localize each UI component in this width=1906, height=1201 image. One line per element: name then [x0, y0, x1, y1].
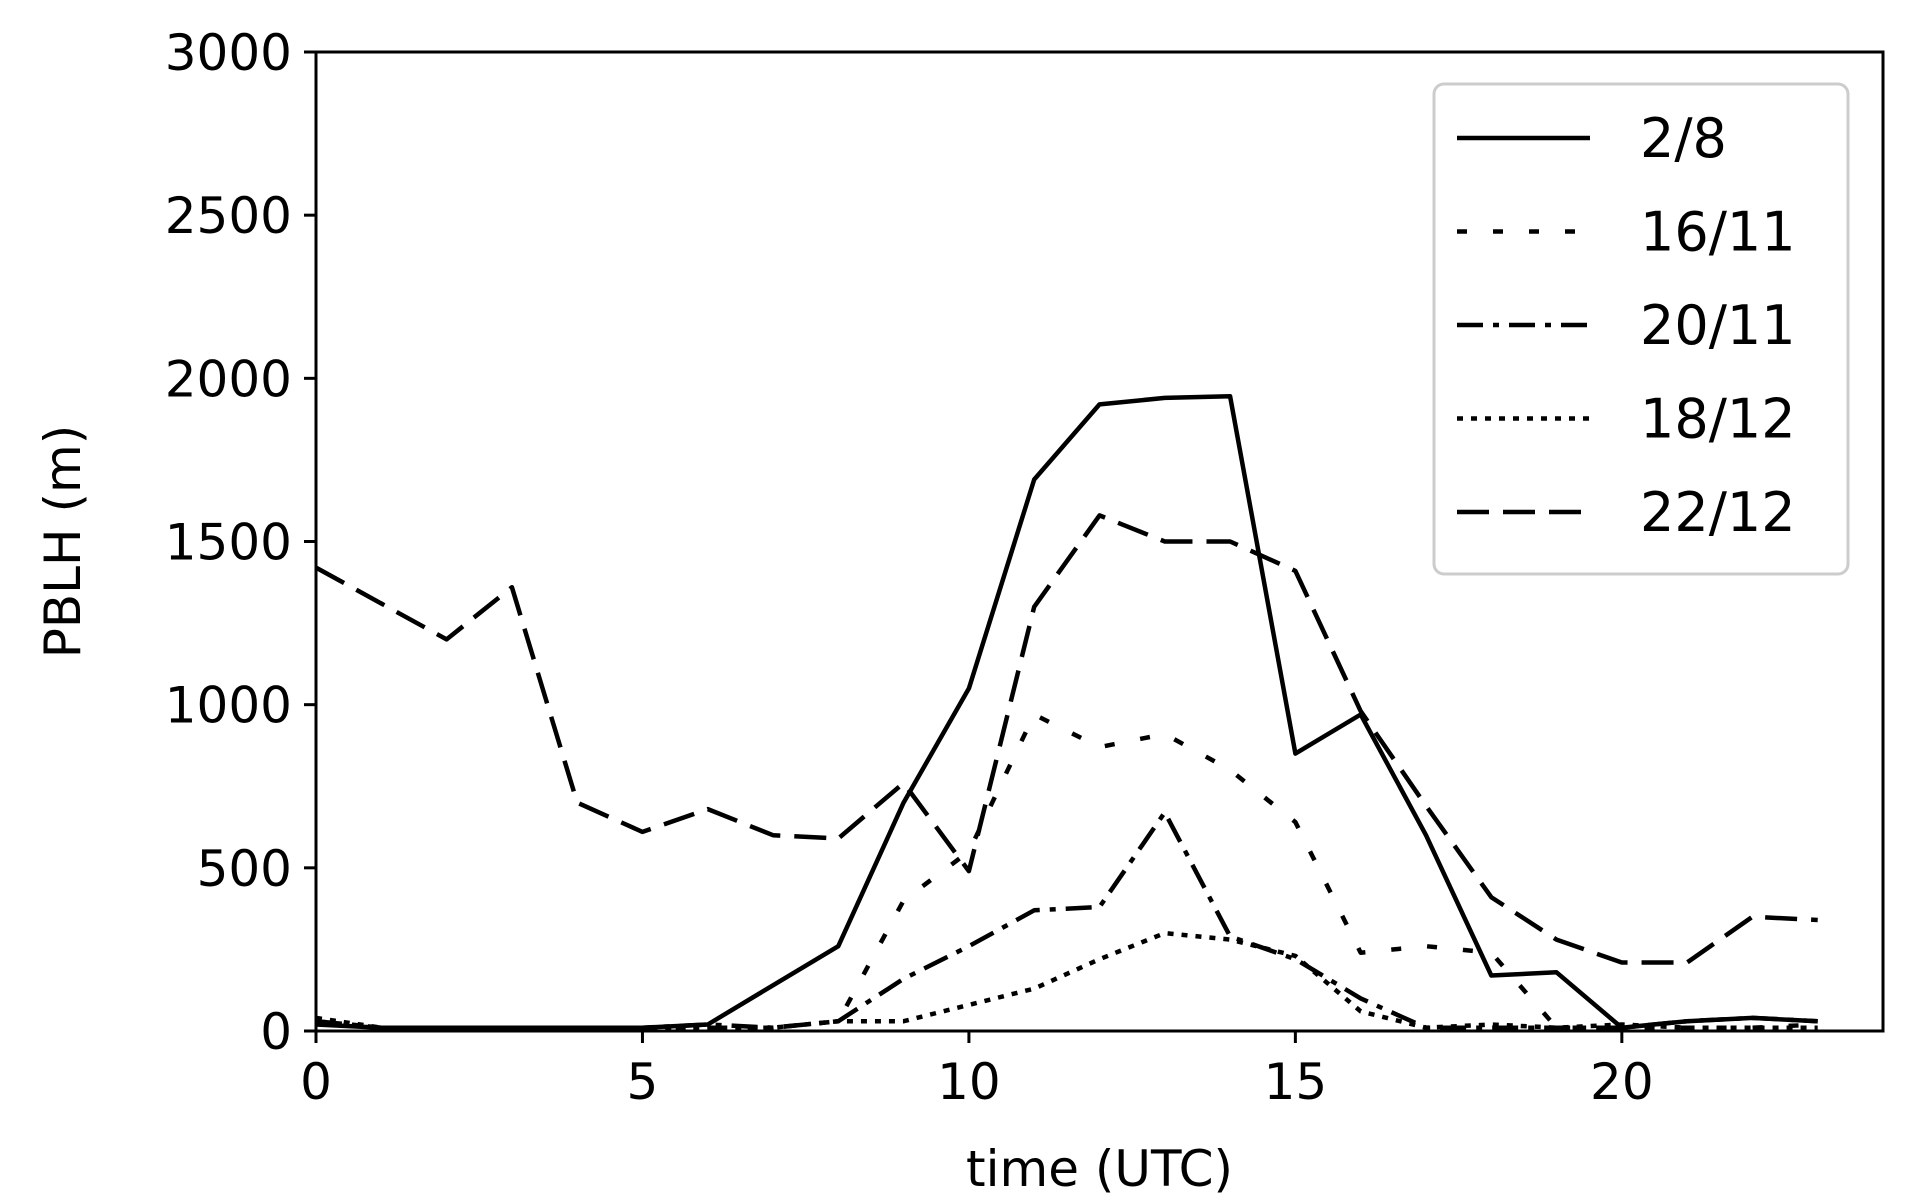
legend-label-2: 16/11	[1640, 201, 1796, 264]
legend-label-1: 2/8	[1640, 107, 1727, 170]
x-axis: 0 5 10 15 20	[300, 1031, 1654, 1111]
y-tick-label: 2000	[165, 350, 292, 408]
series-layer	[314, 394, 1818, 1030]
y-tick-label: 2500	[165, 187, 292, 245]
y-tick-label: 0	[260, 1003, 292, 1061]
series-line-1	[315, 394, 1818, 1030]
legend-label-5: 22/12	[1640, 481, 1796, 544]
y-tick-label: 500	[197, 840, 292, 898]
y-tick-label: 1500	[165, 514, 292, 572]
x-tick-label: 0	[300, 1053, 332, 1111]
legend-label-3: 20/11	[1640, 294, 1796, 357]
x-tick-label: 5	[627, 1053, 659, 1111]
series-line-4	[315, 930, 1818, 1030]
x-axis-title: time (UTC)	[966, 1140, 1233, 1198]
x-tick-label: 10	[937, 1053, 1001, 1111]
series-line-2	[315, 712, 1818, 1030]
legend: 2/8 16/11 20/11 18/12 22/12	[1432, 82, 1850, 576]
legend-label-4: 18/12	[1640, 388, 1796, 451]
x-tick-label: 15	[1264, 1053, 1328, 1111]
series-line-3	[315, 810, 1818, 1030]
x-tick-label: 20	[1590, 1053, 1654, 1111]
legend-box	[1432, 82, 1850, 576]
y-axis: 0 500 1000 1500 2000 2500 3000	[165, 24, 316, 1061]
y-axis-title: PBLH (m)	[34, 425, 92, 659]
y-tick-label: 1000	[165, 677, 292, 735]
y-tick-label: 3000	[165, 24, 292, 82]
series-line-5	[314, 513, 1818, 965]
